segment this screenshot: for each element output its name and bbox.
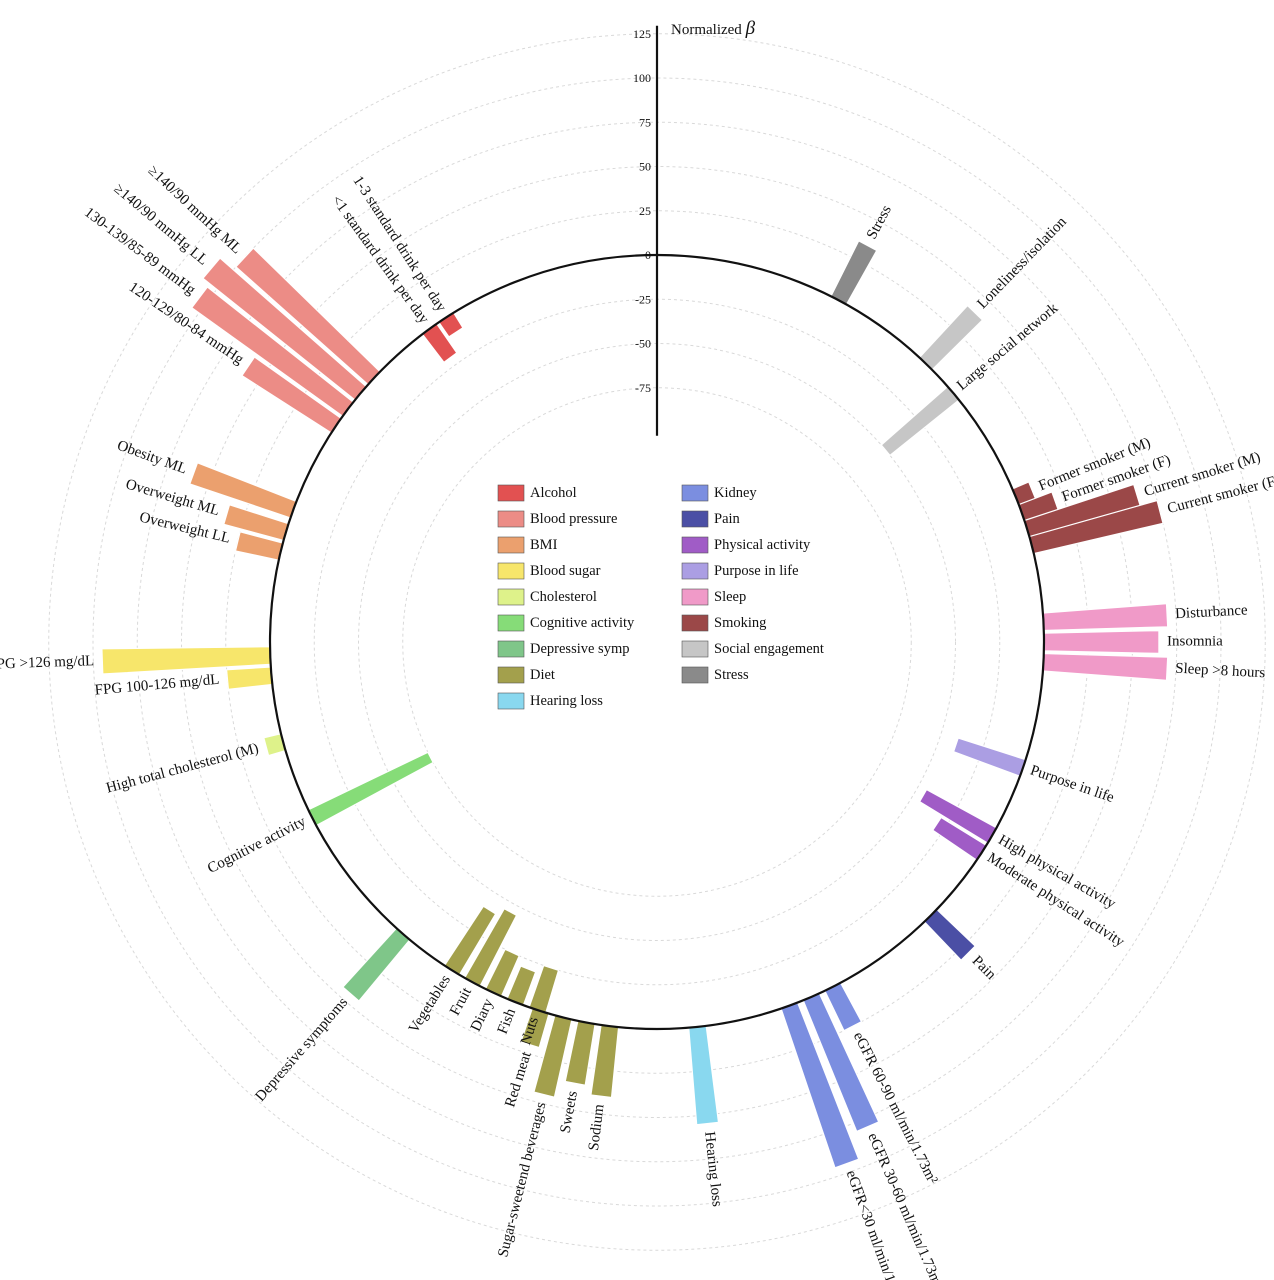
axis-tick-label: -75 [635, 381, 651, 395]
gridline-circle [48, 33, 1266, 1251]
legend-label-physical-activity: Physical activity [714, 537, 811, 553]
bar-label-insomnia: Insomnia [1167, 633, 1223, 649]
bar-label-fruit: Fruit [447, 984, 475, 1018]
bar-label-stress: Stress [864, 203, 895, 242]
bar-label-loneliness-isolation: Loneliness/isolation [974, 214, 1070, 312]
bar-label-sleep-8-hours: Sleep >8 hours [1175, 661, 1266, 682]
bar-depressive-symptoms [342, 927, 411, 1002]
legend-label-bmi: BMI [530, 537, 558, 553]
bar-sleep-8-hours [1042, 652, 1169, 681]
axis-tick-label: 75 [639, 115, 651, 129]
legend-swatch-blood-sugar [497, 562, 525, 580]
bar-label-fpg-100-126-mg-dl: FPG 100-126 mg/dL [94, 672, 220, 699]
bar-purpose-in-life [952, 737, 1027, 778]
bar-label-purpose-in-life: Purpose in life [1028, 763, 1116, 807]
legend-swatch-cognitive-activity [497, 614, 525, 632]
radial-axis: 125 100 75 50 25 0 -25 -50 -75 Normalized β [633, 18, 756, 436]
legend-swatch-pain [681, 510, 709, 528]
bar-disturbance [1042, 603, 1169, 632]
legend-swatch-kidney [681, 484, 709, 502]
bar-label-vegetables: Vegetables [406, 972, 454, 1036]
legend-label-blood-sugar: Blood sugar [530, 563, 601, 579]
axis-title: Normalized β [671, 18, 756, 39]
bar-hearing-loss [688, 1025, 720, 1126]
bar-sodium [590, 1024, 620, 1099]
legend-swatch-alcohol [497, 484, 525, 502]
legend: Alcohol Blood pressure BMI Blood sugar Chole… [497, 484, 824, 710]
legend-swatch-hearing-loss [497, 692, 525, 710]
legend-swatch-cholesterol [497, 588, 525, 606]
legend-label-smoking: Smoking [714, 615, 766, 631]
gridline-circle [402, 387, 912, 897]
bar-layer [101, 240, 1169, 1169]
legend-swatch-purpose-in-life [681, 562, 709, 580]
bar-fpg-100-126-mg-dl [225, 666, 273, 690]
bar-insomnia [1043, 629, 1160, 655]
legend-label-social-engagement: Social engagement [714, 641, 824, 657]
legend-swatch-depressive-symp [497, 640, 525, 658]
legend-label-cholesterol: Cholesterol [530, 589, 597, 605]
axis-tick-label: 50 [639, 160, 651, 174]
bar-label-cognitive-activity: Cognitive activity [205, 813, 309, 876]
bar-pain [923, 908, 977, 962]
bar-label-high-total-cholesterol-m: High total cholesterol (M) [104, 741, 260, 797]
legend-swatch-blood-pressure [497, 510, 525, 528]
legend-swatch-smoking [681, 614, 709, 632]
legend-swatch-bmi [497, 536, 525, 554]
legend-label-hearing-loss: Hearing loss [530, 693, 603, 709]
bar-label-diary: Diary [468, 996, 497, 1034]
axis-title-symbol: β [745, 18, 756, 39]
legend-swatch-social-engagement [681, 640, 709, 658]
legend-swatch-sleep [681, 588, 709, 606]
bar-label-sweets: Sweets [558, 1090, 582, 1135]
legend-label-stress: Stress [714, 667, 749, 683]
legend-label-alcohol: Alcohol [530, 485, 577, 501]
axis-tick-label: -50 [635, 337, 651, 351]
legend-label-sleep: Sleep [714, 589, 746, 605]
axis-tick-label: 125 [633, 27, 651, 41]
legend-label-blood-pressure: Blood pressure [530, 511, 617, 527]
bar-label-sugar-sweetend-beverages: Sugar-sweetend beverages [495, 1100, 549, 1259]
bar-large-social-network [880, 385, 960, 457]
axis-tick-label: 100 [633, 71, 651, 85]
legend-label-cognitive-activity: Cognitive activity [530, 615, 635, 631]
legend-label-pain: Pain [714, 511, 741, 527]
bar-label-red-meat: Red meat [502, 1049, 535, 1109]
axis-tick-label: 25 [639, 204, 651, 218]
bar-label-140-90-mmhg-ll: ≥140/90 mmHg LL [111, 181, 211, 269]
axis-tick-label: 0 [645, 248, 651, 262]
bar-loneliness-isolation [918, 304, 984, 371]
bar-label-sodium: Sodium [586, 1103, 608, 1152]
legend-label-kidney: Kidney [714, 485, 757, 501]
legend-label-depressive-symp: Depressive symp [530, 641, 629, 657]
bar-label-obesity-ml: Obesity ML [115, 438, 189, 478]
legend-swatch-stress [681, 666, 709, 684]
bar-label-disturbance: Disturbance [1175, 602, 1249, 622]
bar-cognitive-activity [307, 751, 434, 827]
legend-swatch-diet [497, 666, 525, 684]
bar-label-hearing-loss: Hearing loss [701, 1131, 725, 1208]
bar-stress [830, 240, 878, 306]
legend-label-diet: Diet [530, 667, 555, 683]
axis-tick-label: -25 [635, 292, 651, 306]
gridline-circle [92, 77, 1222, 1207]
bar-label-fpg-126-mg-dl: FPG >126 mg/dL [0, 653, 94, 673]
legend-swatch-physical-activity [681, 536, 709, 554]
bar-label-pain: Pain [969, 953, 1000, 984]
legend-label-purpose-in-life: Purpose in life [714, 563, 799, 579]
bar-label-fish: Fish [495, 1006, 520, 1036]
